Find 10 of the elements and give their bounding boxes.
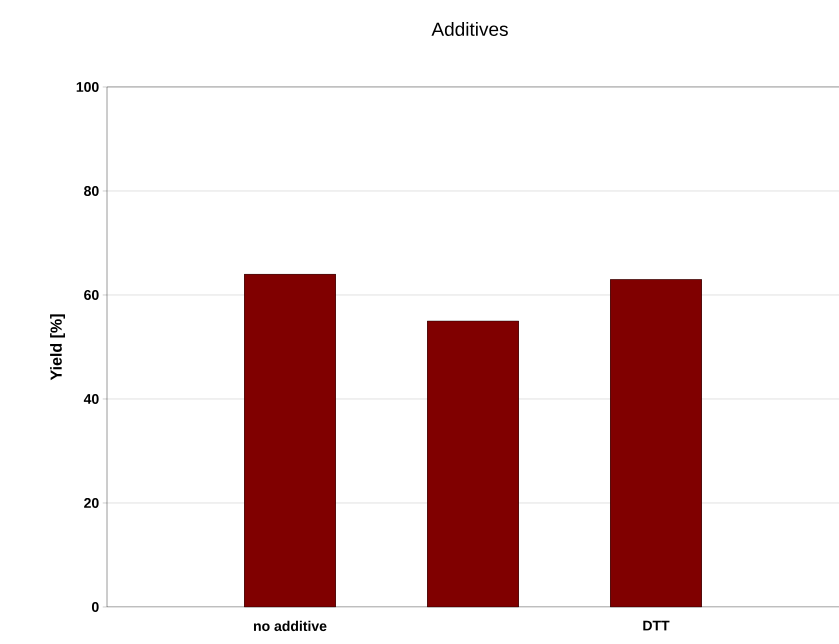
y-tick-label: 0 bbox=[92, 602, 99, 612]
chart-title: Additives bbox=[431, 22, 508, 36]
x-tick-label: no additive bbox=[254, 620, 326, 632]
x-tick-label: DTT bbox=[643, 620, 670, 630]
y-tick-label: 100 bbox=[76, 82, 99, 92]
y-tick-label: 20 bbox=[84, 498, 99, 508]
y-tick-label: 60 bbox=[84, 290, 99, 300]
y-tick-label: 80 bbox=[84, 186, 99, 196]
y-axis-title: Yield [%] bbox=[50, 314, 65, 380]
y-tick-label: 40 bbox=[84, 394, 99, 404]
